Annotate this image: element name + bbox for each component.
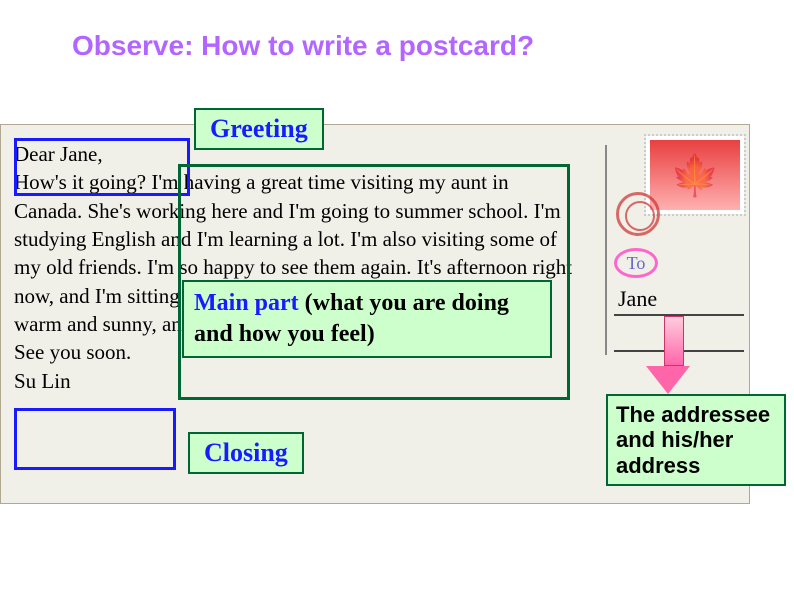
- maple-leaf-icon: 🍁: [670, 152, 720, 199]
- postmark-icon: [616, 192, 660, 236]
- label-greeting: Greeting: [194, 108, 324, 150]
- postcard-divider: [605, 145, 607, 355]
- stamp: 🍁: [646, 136, 744, 214]
- slide-title: Observe: How to write a postcard?: [72, 30, 534, 62]
- label-mainpart: Main part (what you are doing and how yo…: [182, 280, 552, 358]
- title-observe: Observe:: [72, 30, 193, 61]
- greeting-highlight-box: [14, 138, 190, 196]
- label-closing: Closing: [188, 432, 304, 474]
- closing-highlight-box: [14, 408, 176, 470]
- label-mainpart-blue: Main part: [194, 290, 299, 316]
- addressee-name: Jane: [618, 286, 657, 312]
- arrow-down-icon: [658, 316, 690, 394]
- title-rest: How to write a postcard?: [193, 30, 534, 61]
- label-addressee: The addressee and his/her address: [606, 394, 786, 486]
- to-label-circled: To: [614, 248, 658, 278]
